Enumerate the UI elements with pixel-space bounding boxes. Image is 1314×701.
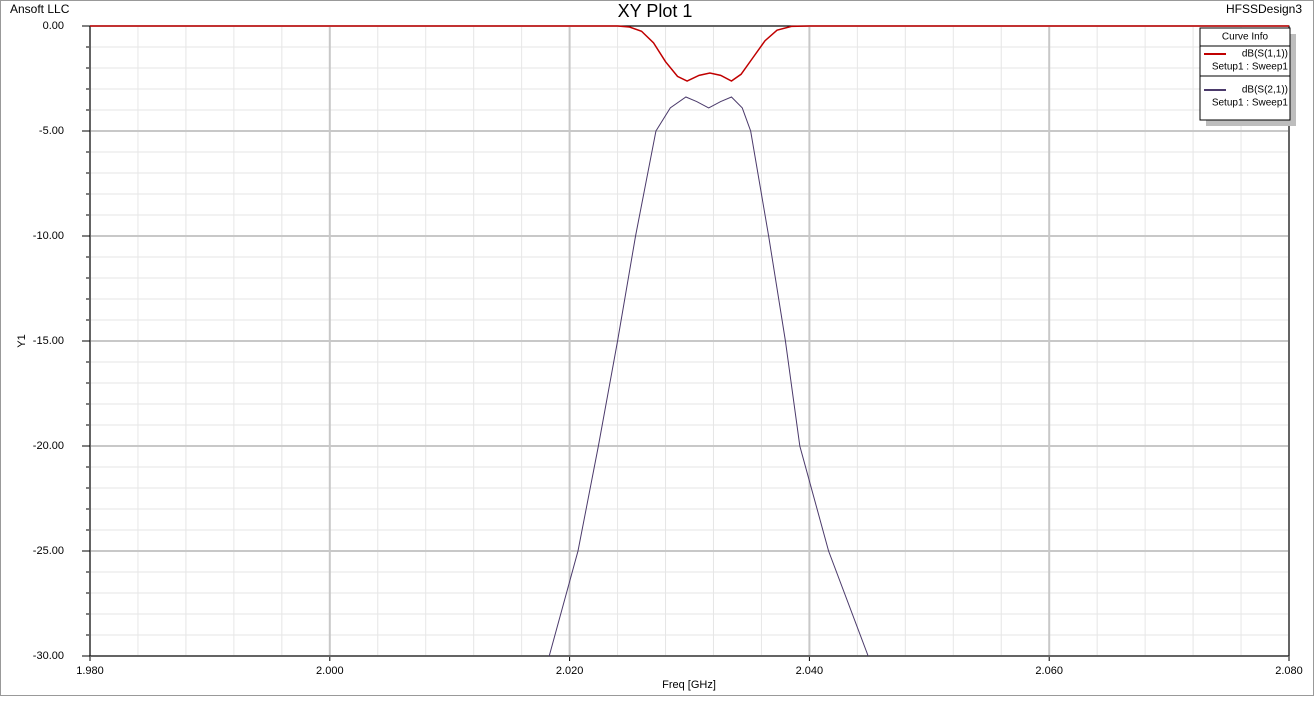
plot-area [89,25,1290,657]
y-tick-label: -5.00 [39,125,64,137]
x-axis-label: Freq [GHz] [662,679,716,691]
x-tick-label: 2.060 [1035,665,1063,677]
x-tick-label: 1.980 [76,665,104,677]
x-tick-label: 2.020 [556,665,584,677]
y-tick-label: -10.00 [33,230,64,242]
x-tick-label: 2.000 [316,665,344,677]
series-line [90,25,1289,82]
x-tick-label: 2.080 [1275,665,1303,677]
legend-box [1199,27,1291,121]
legend-label: dB(S(1,1)) [1242,49,1288,60]
series-line [548,96,869,657]
chart-title: XY Plot 1 [618,1,693,21]
y-tick-label: 0.00 [43,20,64,32]
legend-title: Curve Info [1222,32,1269,43]
legend-label: dB(S(2,1)) [1242,85,1288,96]
y-tick-label: -30.00 [33,650,64,662]
x-tick-label: 2.040 [796,665,824,677]
company-label: Ansoft LLC [10,2,70,16]
y-tick-label: -20.00 [33,440,64,452]
y-axis-label: Y1 [16,334,28,347]
legend-setup: Setup1 : Sweep1 [1212,98,1289,109]
design-label: HFSSDesign3 [1226,2,1302,16]
legend-setup: Setup1 : Sweep1 [1212,62,1289,73]
y-tick-label: -25.00 [33,545,64,557]
y-tick-label: -15.00 [33,335,64,347]
